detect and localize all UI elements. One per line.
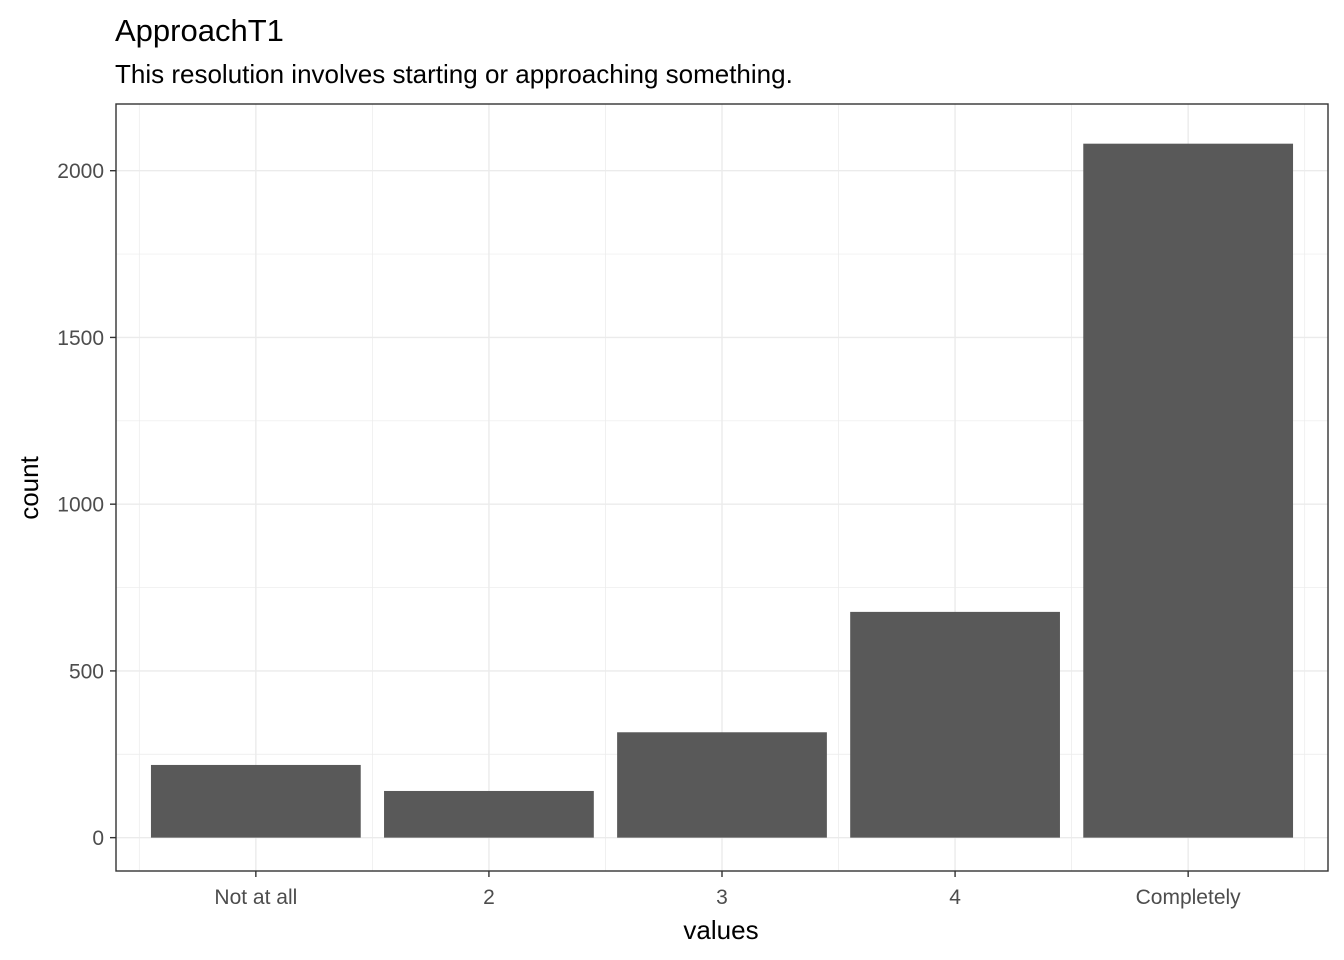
x-axis-ticks: Not at all 2 3 4 Completely (214, 871, 1241, 909)
x-tick-label: 2 (483, 886, 495, 909)
y-tick-label: 1000 (57, 494, 104, 517)
x-axis-title: values (683, 915, 758, 945)
bar-completely (1083, 143, 1294, 838)
y-tick-label: 0 (92, 827, 104, 850)
y-tick-label: 2000 (57, 160, 104, 183)
x-tick-label: 4 (949, 886, 961, 909)
y-tick-label: 1500 (57, 327, 104, 350)
chart-title: ApproachT1 (115, 13, 284, 48)
x-tick-label: Not at all (214, 886, 297, 909)
bars (150, 143, 1294, 838)
y-axis-ticks: 0 500 1000 1500 2000 (57, 160, 116, 850)
bar-3 (617, 732, 827, 838)
y-tick-label: 500 (69, 660, 104, 683)
y-axis-title: count (14, 455, 44, 519)
x-tick-label: 3 (716, 886, 728, 909)
bar-2 (384, 790, 594, 838)
x-tick-label: Completely (1136, 886, 1242, 909)
chart-subtitle: This resolution involves starting or app… (115, 59, 793, 89)
bar-4 (850, 611, 1060, 838)
bar-not-at-all (150, 764, 361, 838)
